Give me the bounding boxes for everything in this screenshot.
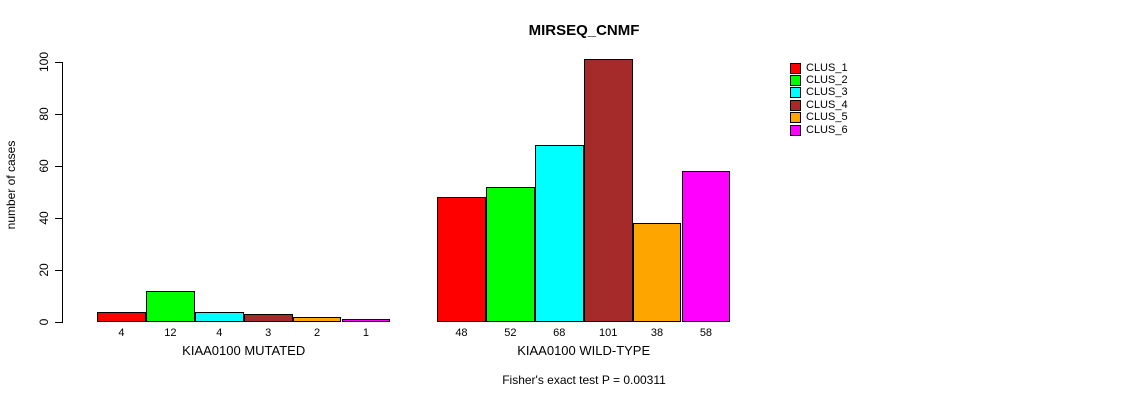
bar-clus_4-group1 [243,314,293,322]
legend-swatch-icon [790,87,801,99]
y-tick-mark [55,62,62,63]
legend-swatch-icon [790,62,801,74]
bar-clus_2-group1 [145,291,195,322]
bar-clus_5-group1 [292,317,342,322]
chart-title: MIRSEQ_CNMF [528,22,640,39]
bar-value-label: 3 [265,327,272,339]
legend-row-clus_1: CLUS_1 [790,62,848,74]
bar-clus_1-group1 [97,312,146,322]
bar-value-label: 4 [216,327,223,339]
legend-swatch-icon [790,112,801,124]
legend-row-clus_4: CLUS_4 [790,99,848,111]
bar-value-label: 58 [699,327,713,339]
legend-swatch-icon [790,124,801,136]
bar-value-label: 38 [650,327,664,339]
bar-clus_3-group1 [194,312,244,322]
y-tick-label: 80 [37,107,51,121]
y-axis-line [62,62,63,323]
bar-clus_6-group2 [681,171,731,322]
bar-value-label: 48 [455,327,468,339]
legend-label: CLUS_3 [806,86,848,99]
bar-value-label: 1 [362,327,369,339]
y-tick-label: 20 [37,263,51,277]
y-tick-mark [55,270,62,271]
y-tick-mark [55,166,62,167]
bar-value-label: 68 [553,327,566,339]
bar-value-label: 12 [164,327,177,339]
y-axis-title: number of cases [4,140,18,230]
bar-value-label: 101 [598,327,618,339]
legend-row-clus_3: CLUS_3 [790,87,848,99]
legend-row-clus_5: CLUS_5 [790,112,848,124]
group-label-1: KIAA0100 MUTATED [182,343,306,358]
legend-label: CLUS_6 [806,123,848,136]
bar-clus_6-group1 [341,319,391,322]
bar-clus_1-group2 [437,197,486,322]
bar-value-label: 4 [118,327,125,339]
bar-clus_3-group2 [534,145,584,322]
legend-swatch-icon [790,75,801,87]
legend-swatch-icon [790,99,801,111]
y-tick-label: 60 [37,159,51,173]
y-tick-label: 0 [37,318,51,326]
legend-label: CLUS_4 [806,98,848,111]
legend: CLUS_1 CLUS_2 CLUS_3 CLUS_4 CLUS_5 CLUS_6 [790,62,848,136]
bar-clus_4-group2 [583,59,633,322]
bar-clus_5-group2 [632,223,682,322]
y-tick-mark [55,114,62,115]
bar-value-label: 52 [504,327,517,339]
legend-label: CLUS_5 [806,111,848,124]
bar-value-label: 2 [313,327,321,339]
y-tick-mark [55,218,62,219]
y-tick-label: 40 [37,211,51,225]
y-tick-mark [55,322,62,323]
legend-row-clus_2: CLUS_2 [790,74,848,87]
bar-clus_2-group2 [485,187,535,322]
legend-row-clus_6: CLUS_6 [790,124,848,136]
legend-label: CLUS_1 [806,61,848,74]
group-label-2: KIAA0100 WILD-TYPE [517,343,651,358]
legend-label: CLUS_2 [806,74,848,87]
footnote-fisher-test: Fisher's exact test P = 0.00311 [502,373,666,387]
y-tick-label: 100 [37,51,51,73]
